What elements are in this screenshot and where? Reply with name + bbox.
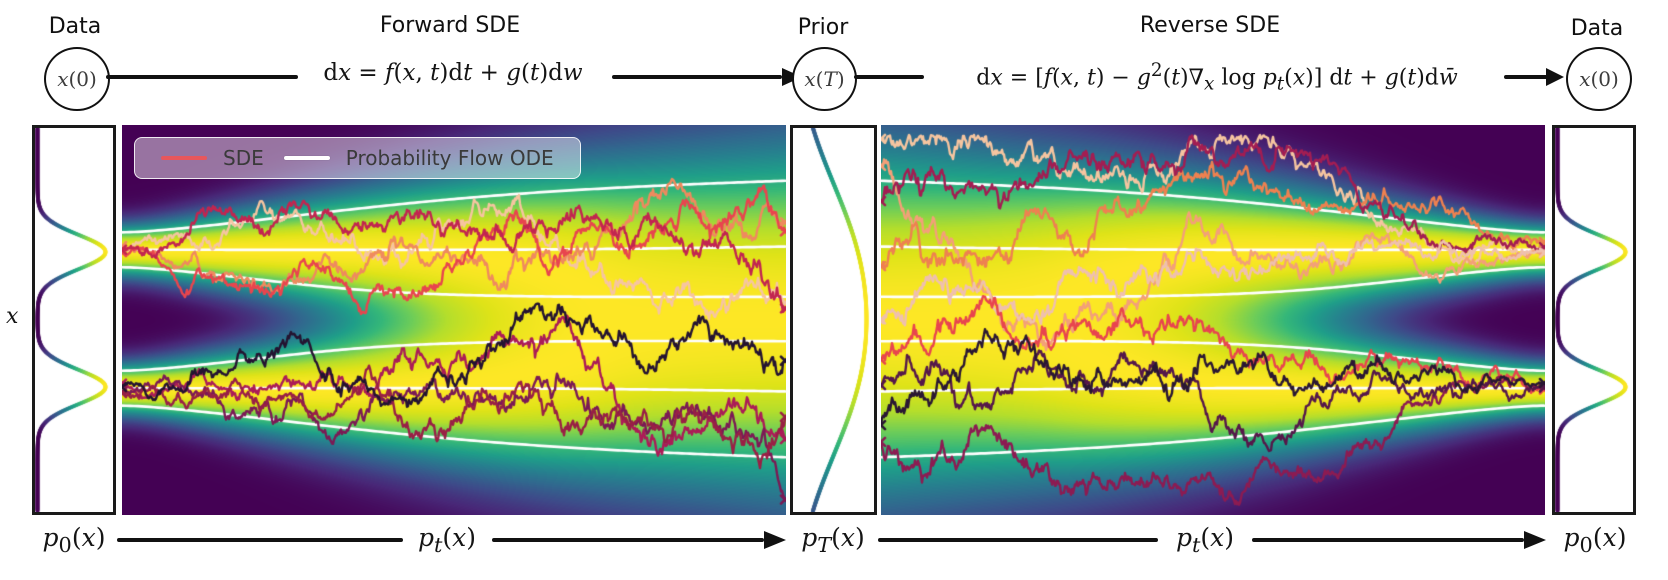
- ode-line-swatch-icon: [283, 156, 330, 160]
- forward-sde-title: Forward SDE: [379, 13, 521, 38]
- data-label-right: Data: [1570, 16, 1624, 41]
- flow-line-4: [1504, 75, 1548, 79]
- legend-item-sde: SDE: [161, 146, 264, 170]
- forward-density-heatmap: [122, 125, 786, 515]
- time-arrow-2b: [1252, 538, 1524, 542]
- flow-line-3: [854, 75, 924, 79]
- pT-marginal-curve: [793, 128, 874, 512]
- p0-marginal-panel-right: [1552, 125, 1636, 515]
- prior-label: Prior: [797, 15, 849, 40]
- x-axis-label: x: [6, 304, 19, 329]
- p0-label-left: p0(x): [42, 523, 106, 557]
- p0-marginal-curve-right: [1555, 128, 1633, 512]
- flow-line-2: [612, 75, 782, 79]
- time-arrowhead-2-icon: [1524, 531, 1546, 549]
- arrowhead-to-data-icon: [1546, 68, 1564, 86]
- reverse-sde-title: Reverse SDE: [1139, 13, 1281, 38]
- pT-prior-marginal-panel: [790, 125, 877, 515]
- sde-line-swatch-icon: [161, 156, 207, 160]
- pt-label-reverse: pt(x): [1175, 523, 1235, 557]
- pt-label-forward: pt(x): [417, 523, 477, 557]
- time-arrow-2a: [878, 538, 1158, 542]
- time-arrow-1a: [117, 538, 403, 542]
- node-x0-right: x (0): [1566, 47, 1632, 111]
- reverse-density-heatmap: [881, 125, 1545, 515]
- p0-label-right: p0(x): [1563, 523, 1627, 557]
- p0-marginal-panel-left: [32, 125, 116, 515]
- data-label-left: Data: [48, 14, 102, 39]
- reverse-sde-equation: dx = [f(x, t) − g2(t)∇x log pt(x)] dt + …: [976, 60, 1458, 95]
- time-arrowhead-1-icon: [764, 531, 786, 549]
- flow-line-1: [106, 75, 298, 79]
- node-xT: x(T): [792, 47, 857, 111]
- legend: SDE Probability Flow ODE: [134, 137, 581, 179]
- forward-sde-equation: dx = f(x, t)dt + g(t)dw: [323, 60, 583, 86]
- ode-legend-label: Probability Flow ODE: [345, 146, 554, 170]
- pT-label: pT(x): [801, 523, 865, 557]
- legend-item-ode: Probability Flow ODE: [283, 146, 554, 170]
- sde-legend-label: SDE: [223, 146, 264, 170]
- p0-marginal-curve-left: [35, 128, 113, 512]
- node-x0-left: x (0): [44, 47, 110, 111]
- time-arrow-1b: [492, 538, 764, 542]
